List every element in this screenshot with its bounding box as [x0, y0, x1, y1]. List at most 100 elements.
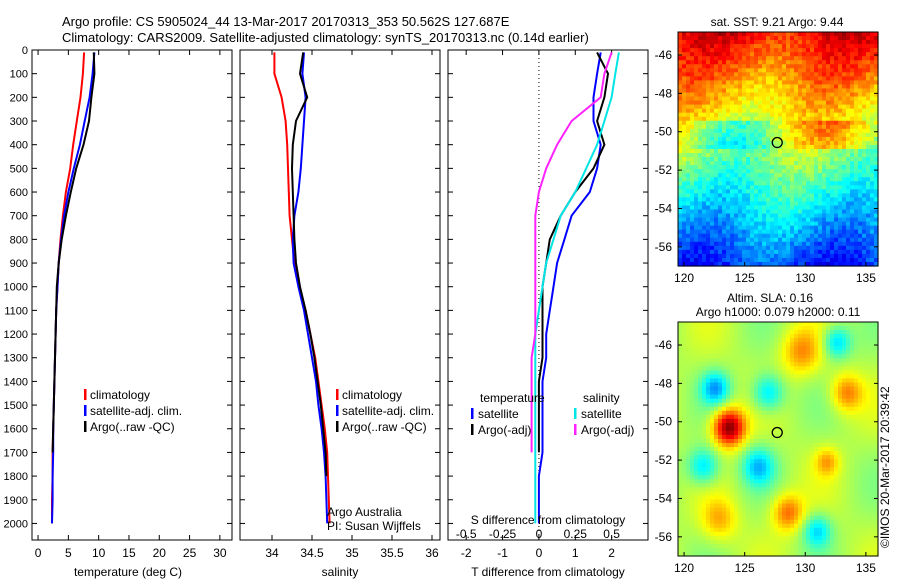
salinity-legend-label: satellite-adj. clim. [342, 404, 434, 418]
temperature-legend-swatch [84, 389, 87, 400]
salinity-series-blue [291, 52, 329, 524]
temperature-xtick-label: 25 [183, 546, 197, 560]
difference-s-tick-label: -0.5 [456, 527, 477, 541]
temperature-ytick-label: 1600 [4, 424, 28, 436]
sst_map-ytick-label: -56 [655, 240, 673, 254]
salinity-legend-swatch [336, 389, 339, 400]
difference-legend-label: Argo(-adj) [478, 423, 531, 437]
salinity-frame [239, 49, 441, 541]
temperature-legend-label: Argo(..raw -QC) [90, 420, 175, 434]
temperature-ytick-label: 2000 [4, 518, 28, 530]
temperature-xtick-label: 20 [153, 546, 167, 560]
sst_map-ytick-label: -48 [655, 86, 673, 100]
salinity-xtick-label: 35.5 [380, 546, 404, 560]
temperature-ytick-label: 1300 [4, 353, 28, 365]
temperature-ytick-label: 300 [10, 116, 28, 128]
sla-map-subtitle: Argo h1000: 0.079 h2000: 0.11 [696, 305, 861, 319]
sla-map-title: Altim. SLA: 0.16 [727, 291, 813, 305]
salinity-panel: 34 34.5 35 35.5 36 climatology satellite-adj. … [239, 49, 441, 560]
difference-xtick-label: -2 [461, 546, 472, 560]
salinity-xtick-label: 36 [425, 546, 439, 560]
salinity-xlabel: salinity [322, 565, 359, 579]
sla_map-xtick-label: 135 [856, 561, 876, 575]
difference-legend-temperature-title: temperature [480, 391, 545, 405]
difference-xtick-label: 2 [608, 546, 615, 560]
temperature-xtick-label: 15 [122, 546, 136, 560]
temperature-ytick-label: 200 [10, 92, 28, 104]
header-line2: Climatology: CARS2009. Satellite-adjuste… [62, 30, 589, 45]
difference-xlabel-top: S difference from climatology [471, 513, 626, 527]
difference-series-blue [537, 52, 602, 524]
temperature-xtick-label: 5 [65, 546, 72, 560]
temperature-ytick-label: 1700 [4, 447, 28, 459]
difference-legend-swatch [471, 424, 474, 435]
difference-s-tick-label: 0.5 [603, 527, 620, 541]
difference-legend-swatch [574, 424, 577, 435]
salinity-annotation-1: Argo Australia [327, 505, 402, 519]
salinity-xtick-label: 34 [265, 546, 279, 560]
sst_map-xtick-label: 125 [735, 271, 755, 285]
salinity-series-black [290, 52, 328, 477]
sst_map-xtick-label: 135 [856, 271, 876, 285]
temperature-ytick-label: 400 [10, 140, 28, 152]
temperature-ytick-label: 600 [10, 187, 28, 199]
difference-s-tick-label: 0 [536, 527, 543, 541]
difference-series-cyan [534, 52, 620, 524]
sla_map-ytick-label: -54 [655, 491, 673, 505]
temperature-ytick-label: 900 [10, 258, 28, 270]
salinity-annotation-2: PI: Susan Wijffels [327, 519, 421, 533]
temperature-ytick-label: 500 [10, 163, 28, 175]
temperature-xtick-label: 10 [92, 546, 106, 560]
temperature-ytick-label: 1400 [4, 376, 28, 388]
difference-xlabel: T difference from climatology [471, 565, 625, 579]
difference-legend-label: Argo(-adj) [581, 423, 634, 437]
sla_map-xtick-label: 125 [735, 561, 755, 575]
temperature-frame [31, 49, 233, 541]
sla_map-ytick-label: -46 [655, 338, 673, 352]
temperature-legend-label: satellite-adj. clim. [90, 404, 182, 418]
temperature-legend-swatch [84, 405, 87, 416]
sla_map-xtick-label: 120 [674, 561, 694, 575]
salinity-legend-label: Argo(..raw -QC) [342, 420, 427, 434]
sst_map-ytick-label: -46 [655, 48, 673, 62]
sla_map-frame [677, 321, 879, 557]
temperature-panel: 0 5 10 15 20 25 300100200300400500600700800900… [4, 45, 233, 560]
sla-map: 120 125 130 135 -46 -48 -50 -52 -54 -56 [655, 321, 879, 575]
sla_map-ytick-label: -50 [655, 415, 673, 429]
temperature-ytick-label: 1000 [4, 282, 28, 294]
imos-watermark: ©IMOS 20-Mar-2017 20:39:42 [878, 386, 892, 548]
header-line1: Argo profile: CS 5905024_44 13-Mar-2017 … [62, 14, 510, 29]
difference-series-magenta [530, 52, 613, 453]
temperature-ytick-label: 1200 [4, 329, 28, 341]
sst-map: 120 125 130 135 -46 -48 -50 -52 -54 -56 [655, 31, 879, 285]
sst_map-xtick-label: 130 [795, 271, 815, 285]
temperature-xtick-label: 0 [35, 546, 42, 560]
temperature-ytick-label: 0 [22, 45, 28, 57]
temperature-ytick-label: 700 [10, 211, 28, 223]
difference-legend-swatch [574, 408, 577, 419]
sla_map-ytick-label: -56 [655, 530, 673, 544]
difference-panel: -2 -1 0 1 2 -0.5 -0.25 0 0.25 0.5 temperature salin… [447, 49, 649, 560]
salinity-legend-swatch [336, 421, 339, 432]
salinity-xtick-label: 34.5 [300, 546, 324, 560]
sst_map-frame [677, 31, 879, 267]
difference-xtick-label: 1 [572, 546, 579, 560]
sst-map-title: sat. SST: 9.21 Argo: 9.44 [711, 15, 844, 29]
difference-s-tick-label: 0.25 [564, 527, 588, 541]
temperature-ytick-label: 100 [10, 69, 28, 81]
sst_map-ytick-label: -52 [655, 163, 673, 177]
temperature-xlabel: temperature (deg C) [74, 565, 182, 579]
difference-series-black [537, 51, 610, 453]
difference-s-tick-label: -0.25 [489, 527, 517, 541]
salinity-legend-swatch [336, 405, 339, 416]
sst_map-argo-marker [771, 136, 783, 149]
sla_map-xtick-label: 130 [795, 561, 815, 575]
difference-legend-salinity-title: salinity [583, 391, 620, 405]
sla_map-image [678, 322, 879, 557]
sla_map-ytick-label: -52 [655, 453, 673, 467]
sst_map-ytick-label: -50 [655, 125, 673, 139]
temperature-legend-swatch [84, 421, 87, 432]
difference-legend-label: satellite [581, 407, 622, 421]
temperature-ytick-label: 800 [10, 234, 28, 246]
sla_map-ytick-label: -48 [655, 376, 673, 390]
